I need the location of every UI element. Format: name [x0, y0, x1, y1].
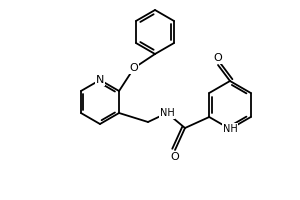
Text: NH: NH [223, 124, 237, 134]
Text: O: O [130, 63, 138, 73]
Text: O: O [171, 152, 179, 162]
Text: O: O [214, 53, 222, 63]
Text: N: N [96, 75, 104, 85]
Text: NH: NH [160, 108, 174, 118]
